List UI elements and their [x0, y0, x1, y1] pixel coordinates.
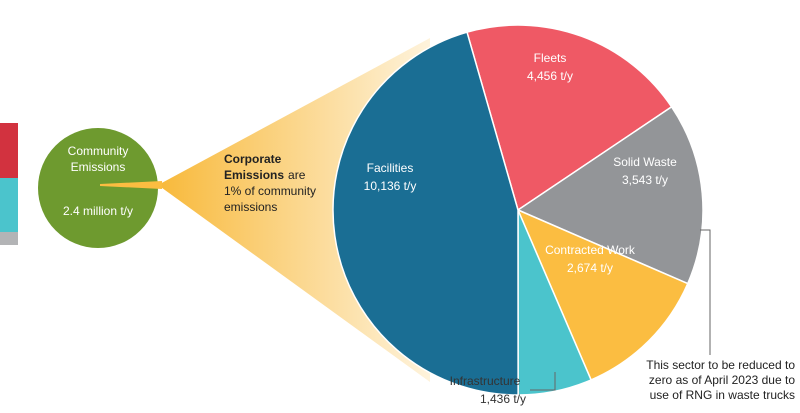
side-bar — [0, 232, 18, 245]
pie: Fleets 4,456 t/y Solid Waste 3,543 t/y Contr… — [332, 24, 711, 406]
slice-value: 10,136 t/y — [364, 179, 417, 193]
note-line: emissions — [224, 200, 277, 214]
note-line: Corporate — [224, 152, 282, 166]
slice-label: Infrastructure — [450, 374, 521, 388]
annotation: zero as of April 2023 due to — [649, 373, 795, 387]
side-bar — [0, 123, 18, 178]
slice-value: 1,436 t/y — [480, 392, 526, 406]
note-line: are — [288, 168, 306, 182]
leader-line — [530, 372, 556, 391]
community-wedge — [100, 181, 162, 189]
annotation: use of RNG in waste trucks — [650, 388, 795, 402]
pie-slice — [332, 31, 519, 396]
slice-label: Solid Waste — [613, 155, 677, 169]
annotation: This sector to be reduced to — [646, 358, 795, 372]
community-label: Emissions — [71, 160, 126, 174]
slice-label: Fleets — [534, 51, 567, 65]
pie-slice — [466, 24, 673, 212]
slice-label: Facilities — [367, 161, 414, 175]
notes: Corporate Emissions are 1% of community emis… — [224, 152, 795, 402]
community: Community Emissions 2.4 million t/y — [38, 128, 162, 248]
slice-value: 4,456 t/y — [527, 69, 573, 83]
slice-value: 2,674 t/y — [567, 261, 613, 275]
community-value: 2.4 million t/y — [63, 204, 133, 218]
slice-value: 3,543 t/y — [622, 173, 668, 187]
leader-line — [700, 229, 711, 355]
corporate-note: Corporate Emissions are 1% of community emis… — [224, 152, 316, 214]
community-circle — [38, 128, 158, 248]
pie-slice — [516, 105, 704, 285]
side-bar — [0, 178, 18, 232]
note-line: Emissions — [224, 168, 284, 182]
community-label: Community — [68, 144, 129, 158]
pie-slice — [516, 208, 689, 381]
note-line: 1% of community — [224, 184, 316, 198]
slice-label: Contracted Work — [545, 243, 636, 257]
